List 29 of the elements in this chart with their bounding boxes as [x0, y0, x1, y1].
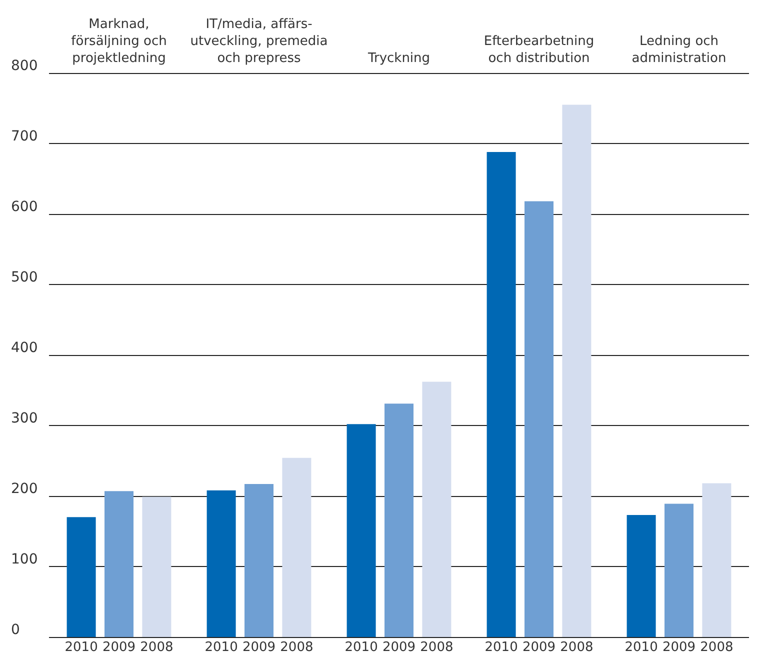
y-tick-label: 100 [11, 552, 38, 568]
text: 2009 [102, 640, 136, 655]
text: 2008 [700, 640, 734, 655]
text: 2010 [484, 640, 518, 655]
text: 2010 [204, 640, 238, 655]
y-tick-label: 200 [11, 481, 38, 497]
y-tick-label: 300 [11, 410, 38, 426]
text: 2009 [242, 640, 276, 655]
text: 2010 [344, 640, 378, 655]
series-label: 2010 [624, 640, 658, 655]
x-tick-label: Marknad, försäljning och projektledning [71, 17, 167, 66]
y-tick-label: 600 [11, 199, 38, 215]
x-tick-label: Tryckning [366, 51, 430, 66]
text: 2008 [140, 640, 174, 655]
x-tick-label: Ledning och administration [632, 34, 726, 66]
text: 2010 [64, 640, 98, 655]
text: 2009 [662, 640, 696, 655]
y-tick-label: 500 [11, 270, 38, 286]
text: 2009 [382, 640, 416, 655]
series-label: 2009 [522, 640, 556, 655]
text: 2008 [420, 640, 454, 655]
y-tick-label: 700 [11, 128, 38, 144]
text: 2008 [280, 640, 314, 655]
x-tick-label: IT/media, affärs- utveckling, premedia och prepress [190, 17, 328, 66]
x-tick-label: Efterbearbetning och distribution [484, 34, 594, 66]
series-label: 2008 [560, 640, 594, 655]
y-tick-label: 400 [11, 340, 38, 356]
y-tick-label: 0 [11, 622, 20, 638]
y-tick-label: 800 [11, 58, 38, 74]
